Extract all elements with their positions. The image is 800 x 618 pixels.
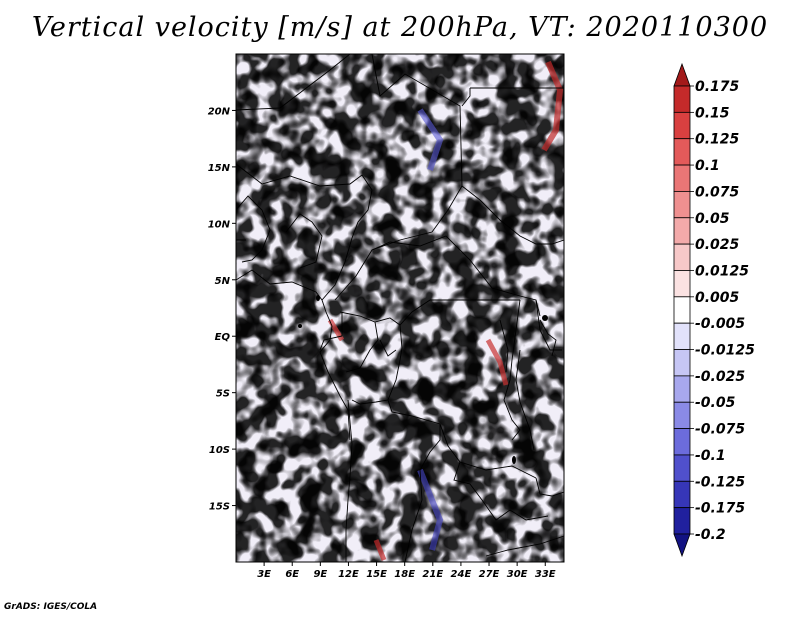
colorbar-swatch xyxy=(673,85,691,113)
colorbar-min-arrow xyxy=(673,533,691,558)
lat-tick-label: 10S xyxy=(209,445,230,456)
colorbar-swatch xyxy=(673,322,691,350)
colorbar-swatch xyxy=(673,164,691,192)
colorbar-label: -0.005 xyxy=(695,316,745,332)
colorbar-label: 0.025 xyxy=(695,237,740,253)
colorbar-swatch xyxy=(673,191,691,219)
colorbar-swatch xyxy=(673,138,691,166)
colorbar-swatch xyxy=(673,270,691,298)
lon-tick-label: 15E xyxy=(366,569,387,580)
velocity-field xyxy=(236,54,564,562)
colorbar-label: 0.005 xyxy=(695,290,740,306)
colorbar-label: 0.175 xyxy=(695,79,740,95)
colorbar-label: -0.025 xyxy=(695,369,745,385)
lakes xyxy=(298,295,548,464)
lon-tick-label: 6E xyxy=(285,569,299,580)
country-borders xyxy=(236,54,564,562)
lon-tick-label: 18E xyxy=(394,569,415,580)
map-title: Vertical velocity [m/s] at 200hPa, VT: 2… xyxy=(31,12,769,43)
lon-tick-label: 9E xyxy=(313,569,327,580)
lon-tick-label: 24E xyxy=(451,569,472,580)
colorbar-label: -0.125 xyxy=(695,474,745,490)
map-frame xyxy=(235,53,565,563)
colorbar-swatch xyxy=(673,454,691,482)
latitude-axis: 20N 15N 10N 5N EQ 5S 10S 15S xyxy=(208,106,236,513)
colorbar-label: 0.1 xyxy=(695,158,720,174)
colorbar-max-arrow xyxy=(673,62,691,87)
colorbar-label: 0.05 xyxy=(695,211,730,227)
grads-credit: GrADS: IGES/COLA xyxy=(4,602,98,612)
lat-tick-label: 20N xyxy=(208,106,231,117)
colorbar-swatch xyxy=(673,111,691,140)
colorbar-label: -0.1 xyxy=(695,448,726,464)
lon-tick-label: 33E xyxy=(535,569,556,580)
colorbar-swatch xyxy=(673,375,691,403)
lat-tick-label: 5N xyxy=(215,276,231,287)
colorbar-swatch xyxy=(673,296,691,324)
colorbar-swatch xyxy=(673,217,691,245)
colorbar-label: 0.15 xyxy=(695,105,730,121)
lon-tick-label: 30E xyxy=(507,569,528,580)
lon-tick-label: 21E xyxy=(422,569,443,580)
lat-tick-label: 15N xyxy=(208,163,231,174)
lat-tick-label: 5S xyxy=(216,389,230,400)
colorbar-swatch xyxy=(673,480,691,509)
colorbar-swatch xyxy=(673,349,691,377)
colorbar-label: 0.0125 xyxy=(695,263,749,279)
lon-tick-label: 27E xyxy=(479,569,500,580)
colorbar-label: -0.175 xyxy=(695,501,745,517)
lon-tick-label: 12E xyxy=(338,569,359,580)
colorbar-swatch xyxy=(673,428,691,456)
colorbar-label: 0.075 xyxy=(695,184,740,200)
colorbar-label: -0.05 xyxy=(695,395,736,411)
lon-tick-label: 3E xyxy=(257,569,271,580)
lat-tick-label: EQ xyxy=(215,332,231,343)
lat-tick-label: 15S xyxy=(209,502,230,513)
colorbar-swatch xyxy=(673,401,691,429)
colorbar-label: 0.125 xyxy=(695,132,740,148)
colorbar: 0.175 0.15 0.125 0.1 0.075 0.05 0.025 0.0125 0.0… xyxy=(673,62,755,558)
colorbar-swatch xyxy=(673,243,691,271)
lat-tick-label: 10N xyxy=(208,219,231,230)
colorbar-label: -0.075 xyxy=(695,422,745,438)
colorbar-label: -0.0125 xyxy=(695,343,755,359)
longitude-axis: 3E 6E 9E 12E 15E 18E 21E 24E 27E 30E 33E xyxy=(257,562,556,580)
colorbar-label: -0.2 xyxy=(695,527,726,543)
colorbar-swatch xyxy=(673,507,691,535)
